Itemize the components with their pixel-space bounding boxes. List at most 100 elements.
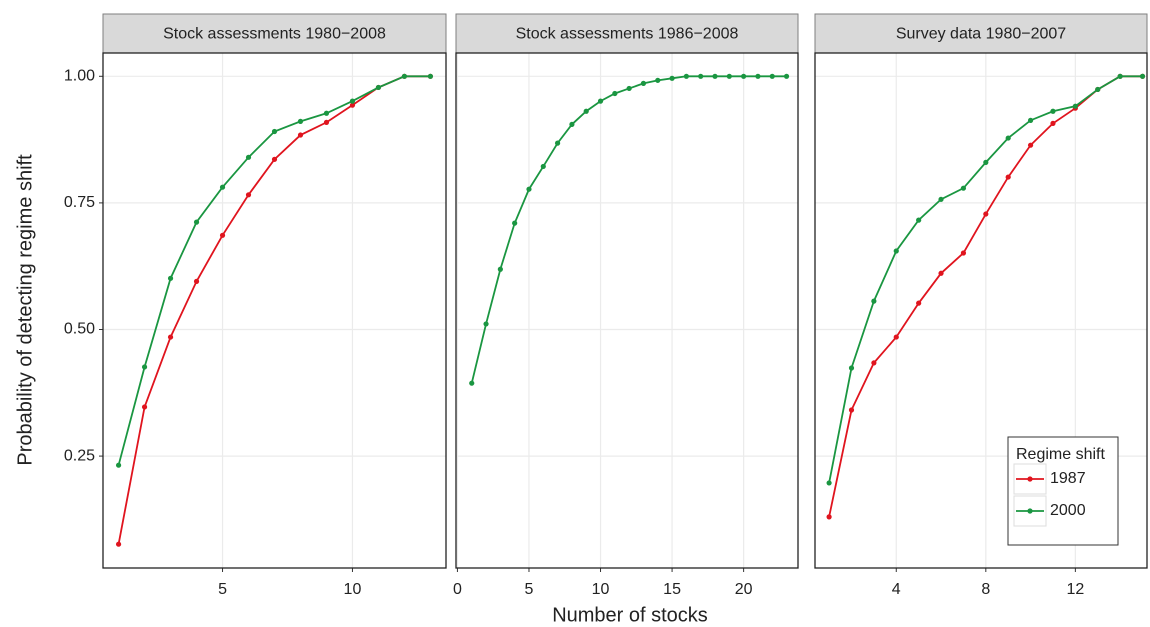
data-point	[245, 154, 252, 160]
data-point	[1027, 142, 1034, 148]
data-point	[115, 541, 122, 547]
data-point	[526, 186, 532, 192]
data-point	[1050, 120, 1056, 126]
x-tick-label: 5	[218, 581, 227, 598]
data-point	[401, 73, 408, 79]
data-point	[698, 73, 704, 79]
data-point	[483, 321, 489, 327]
data-point	[669, 75, 675, 81]
data-point	[755, 73, 761, 79]
panel-title: Stock assessments 1986−2008	[516, 26, 739, 43]
data-point	[1095, 86, 1101, 93]
data-point	[271, 156, 278, 162]
data-point	[323, 119, 330, 125]
data-point	[349, 98, 356, 104]
data-point	[916, 217, 922, 223]
y-tick-label: 0.75	[64, 194, 95, 211]
panel-title: Stock assessments 1980−2008	[163, 26, 386, 43]
data-point	[245, 192, 252, 198]
data-point	[427, 73, 434, 79]
data-point	[612, 90, 618, 97]
data-point	[626, 85, 632, 92]
data-point	[512, 220, 518, 226]
panel-background	[456, 53, 798, 568]
data-point	[219, 184, 226, 190]
data-point	[167, 334, 174, 340]
panel-background	[103, 53, 446, 568]
data-point	[1005, 135, 1011, 141]
data-point	[683, 73, 689, 79]
data-point	[871, 360, 877, 366]
data-point	[271, 128, 278, 135]
data-point	[297, 132, 304, 138]
x-tick-label: 10	[344, 581, 362, 598]
data-point	[297, 118, 304, 124]
data-point	[1072, 103, 1078, 109]
x-axis-label: Number of stocks	[552, 604, 708, 626]
data-point	[469, 380, 475, 386]
y-tick-label: 0.25	[64, 447, 95, 464]
data-point	[960, 250, 967, 256]
data-point	[167, 275, 174, 281]
data-point	[871, 298, 877, 304]
y-tick-label: 0.50	[64, 321, 95, 338]
panel-title: Survey data 1980−2007	[896, 26, 1066, 43]
legend-point	[1027, 476, 1033, 482]
strip	[814, 13, 1148, 54]
data-point	[983, 159, 989, 165]
data-point	[741, 73, 747, 79]
panel-border	[102, 52, 447, 569]
data-point	[193, 219, 200, 225]
data-point	[938, 270, 944, 276]
data-point	[1050, 108, 1056, 114]
data-point	[569, 121, 575, 128]
data-point	[1139, 73, 1146, 79]
strip	[102, 13, 447, 54]
data-point	[826, 514, 832, 520]
data-point	[349, 102, 356, 108]
data-point	[323, 110, 330, 116]
data-point	[640, 80, 647, 86]
x-tick-label: 12	[1066, 581, 1084, 598]
data-point	[219, 232, 226, 238]
data-point	[497, 266, 503, 272]
data-point	[726, 73, 732, 79]
x-tick-label: 0	[453, 581, 462, 598]
data-point	[1005, 174, 1011, 180]
data-point	[893, 334, 899, 340]
legend-label: 2000	[1050, 502, 1086, 519]
data-point	[193, 278, 200, 284]
panel-border	[814, 52, 1148, 569]
data-point	[893, 248, 899, 254]
data-point	[1117, 73, 1123, 79]
x-tick-label: 8	[981, 581, 990, 598]
panel-border	[455, 52, 799, 569]
data-point	[115, 462, 122, 468]
data-point	[783, 73, 790, 79]
legend-title: Regime shift	[1016, 446, 1105, 463]
x-tick-label: 10	[592, 581, 610, 598]
data-point	[583, 108, 589, 114]
data-point	[938, 196, 944, 202]
data-point	[712, 73, 718, 79]
x-tick-label: 15	[663, 581, 681, 598]
data-point	[554, 140, 561, 146]
y-axis-label: Probability of detecting regime shift	[14, 154, 36, 466]
x-tick-label: 5	[525, 581, 534, 598]
data-point	[848, 407, 855, 413]
data-point	[826, 480, 832, 486]
legend-point	[1027, 508, 1033, 514]
legend-label: 1987	[1050, 470, 1086, 487]
data-point	[655, 77, 661, 83]
data-point	[769, 73, 775, 79]
x-tick-label: 4	[892, 581, 901, 598]
y-tick-label: 1.00	[64, 68, 95, 85]
data-point	[848, 365, 855, 371]
data-point	[1027, 117, 1034, 123]
data-point	[375, 84, 382, 91]
data-point	[141, 404, 148, 410]
data-point	[597, 98, 604, 104]
data-point	[960, 185, 967, 191]
x-tick-label: 20	[735, 581, 753, 598]
